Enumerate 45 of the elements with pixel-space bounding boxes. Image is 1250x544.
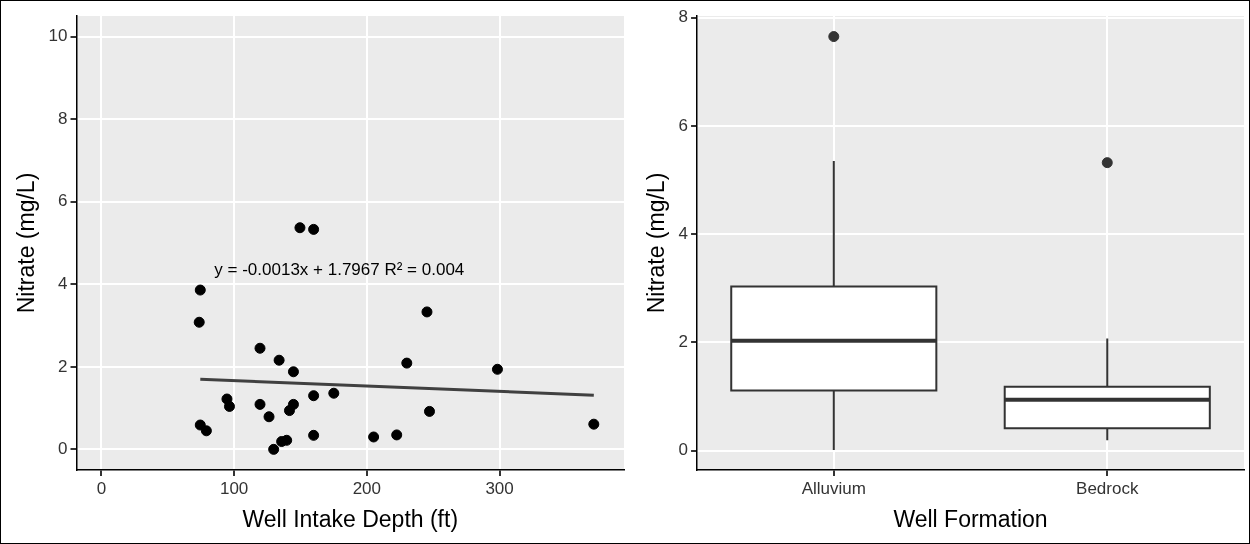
point xyxy=(368,431,380,443)
point xyxy=(283,405,295,417)
y-tick-label: 10 xyxy=(48,26,68,46)
y-tick-label: 4 xyxy=(678,223,689,243)
x-axis-title: Well Formation xyxy=(893,505,1048,532)
point xyxy=(194,284,206,296)
point xyxy=(308,390,320,402)
x-tick-label: 0 xyxy=(96,478,107,498)
point xyxy=(328,387,340,399)
y-axis-title: Nitrate (mg/L) xyxy=(13,172,40,314)
point xyxy=(294,222,306,234)
x-tick-label: Alluvium xyxy=(801,478,866,498)
point xyxy=(254,398,266,410)
y-tick-label: 4 xyxy=(58,273,68,293)
x-tick-label: 200 xyxy=(352,478,382,498)
point xyxy=(401,357,413,369)
x-tick-label: 100 xyxy=(219,478,249,498)
y-tick-label: 6 xyxy=(678,115,689,135)
y-tick-label: 2 xyxy=(58,356,68,376)
point xyxy=(391,429,403,441)
y-tick-label: 8 xyxy=(678,7,689,27)
point xyxy=(223,400,235,412)
x-tick-label: Bedrock xyxy=(1076,478,1139,498)
y-tick-label: 2 xyxy=(678,331,689,351)
y-tick-label: 0 xyxy=(678,440,689,460)
x-tick-label: 300 xyxy=(485,478,514,498)
y-tick-label: 0 xyxy=(58,439,68,459)
point xyxy=(491,363,503,375)
point xyxy=(588,418,600,430)
x-axis-title: Well Intake Depth (ft) xyxy=(242,505,459,532)
point xyxy=(273,354,285,366)
y-tick-label: 8 xyxy=(58,108,68,128)
y-tick-label: 6 xyxy=(58,191,68,211)
point xyxy=(421,306,433,318)
y-axis-title: Nitrate (mg/L) xyxy=(643,172,670,314)
point xyxy=(308,223,320,235)
point xyxy=(287,366,299,378)
point xyxy=(263,411,275,423)
point xyxy=(268,443,280,455)
annotation: y = -0.0013x + 1.7967 R² = 0.004 xyxy=(214,259,465,279)
point xyxy=(254,342,266,354)
point xyxy=(200,425,212,437)
point xyxy=(308,429,320,441)
point xyxy=(193,316,205,328)
point xyxy=(423,405,435,417)
